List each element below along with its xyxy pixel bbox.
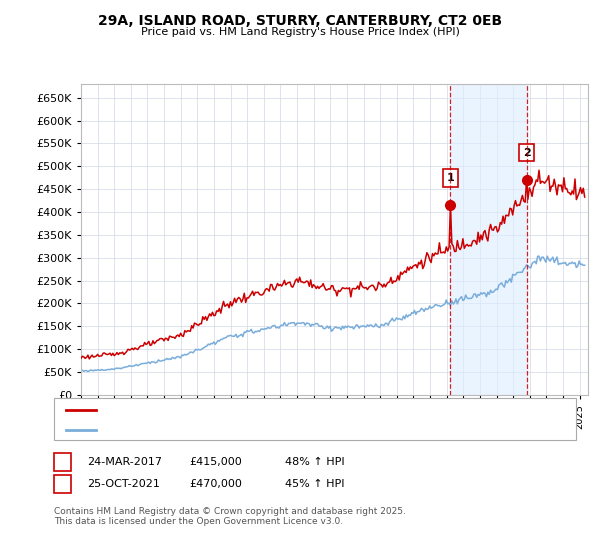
Text: HPI: Average price, semi-detached house, Canterbury: HPI: Average price, semi-detached house,… bbox=[102, 424, 365, 435]
Bar bbox=[451, 84, 527, 395]
Text: 24-MAR-2017: 24-MAR-2017 bbox=[87, 457, 162, 467]
Text: £470,000: £470,000 bbox=[189, 479, 242, 489]
Text: 48% ↑ HPI: 48% ↑ HPI bbox=[285, 457, 344, 467]
Text: 29A, ISLAND ROAD, STURRY, CANTERBURY, CT2 0EB (semi-detached house): 29A, ISLAND ROAD, STURRY, CANTERBURY, CT… bbox=[102, 405, 475, 415]
Text: 29A, ISLAND ROAD, STURRY, CANTERBURY, CT2 0EB: 29A, ISLAND ROAD, STURRY, CANTERBURY, CT… bbox=[98, 14, 502, 28]
Text: 25-OCT-2021: 25-OCT-2021 bbox=[87, 479, 160, 489]
Text: Contains HM Land Registry data © Crown copyright and database right 2025.
This d: Contains HM Land Registry data © Crown c… bbox=[54, 507, 406, 526]
Text: 2: 2 bbox=[59, 479, 66, 489]
Text: 1: 1 bbox=[446, 172, 454, 183]
Text: 2: 2 bbox=[523, 147, 530, 157]
Text: 45% ↑ HPI: 45% ↑ HPI bbox=[285, 479, 344, 489]
Text: 1: 1 bbox=[59, 457, 66, 467]
Text: Price paid vs. HM Land Registry's House Price Index (HPI): Price paid vs. HM Land Registry's House … bbox=[140, 27, 460, 37]
Text: £415,000: £415,000 bbox=[189, 457, 242, 467]
